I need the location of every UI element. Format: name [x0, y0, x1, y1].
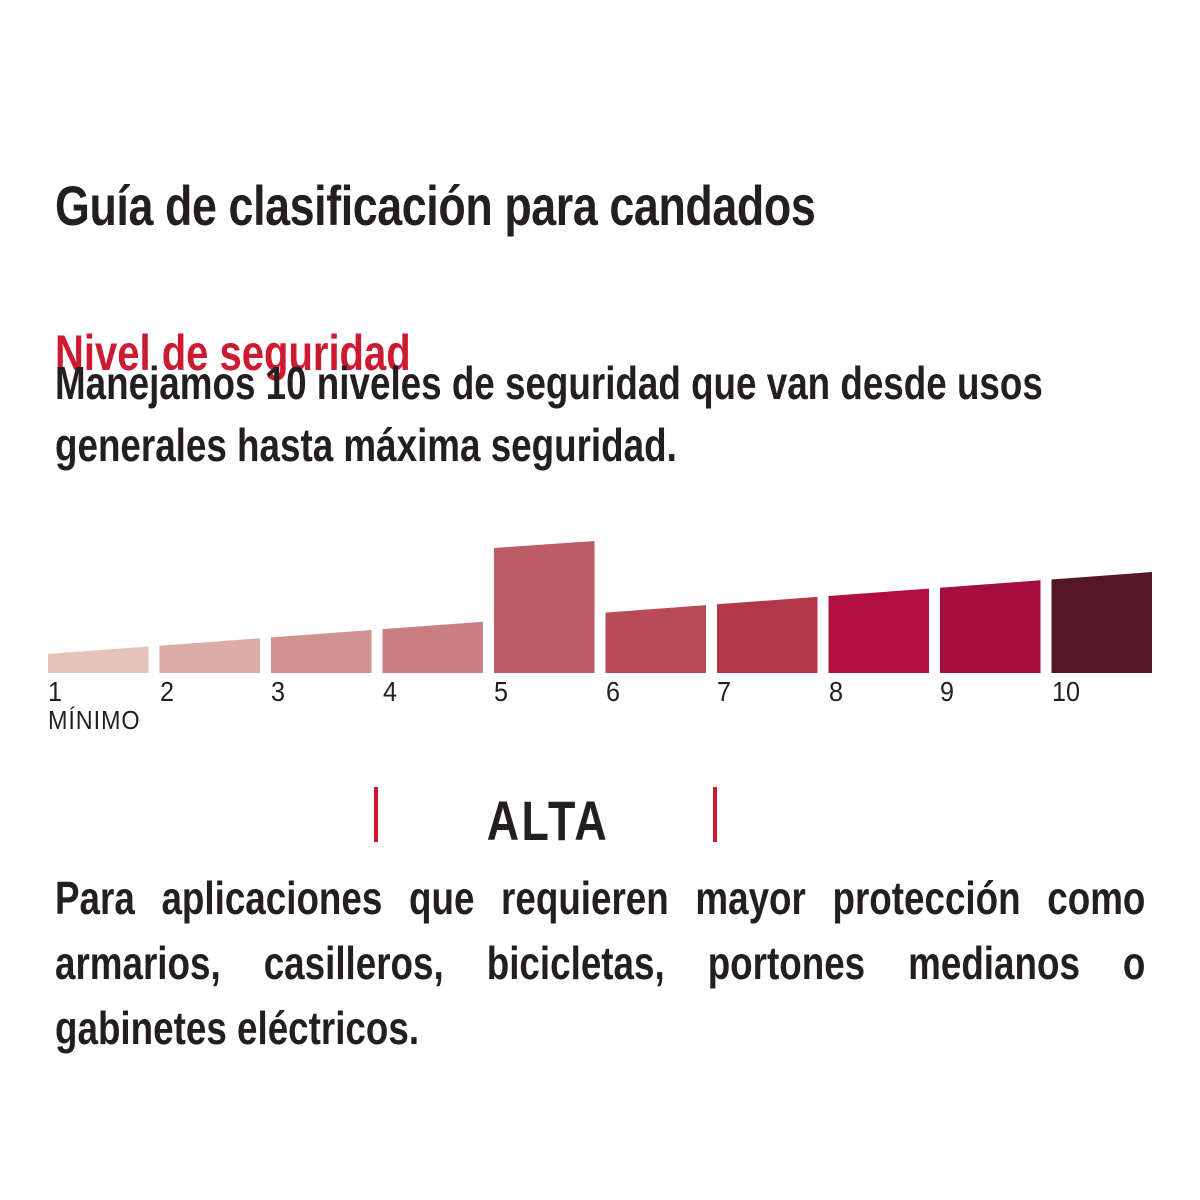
level-label-2: 2	[159, 676, 174, 707]
bar-segment-7	[717, 596, 818, 673]
bar-segment-1	[48, 646, 149, 673]
level-label-9: 9	[940, 676, 955, 707]
level-label-1: 1	[48, 676, 63, 707]
bar-segment-8	[828, 588, 929, 673]
level-label-6: 6	[605, 676, 620, 707]
description-line-1: Para aplicaciones que requieren mayor pr…	[55, 872, 1146, 924]
bar-segment-3	[271, 629, 372, 673]
level-label-5: 5	[494, 676, 509, 707]
level-label-4: 4	[382, 676, 397, 707]
intro-line-1: Manejamos 10 niveles de seguridad que va…	[55, 357, 1043, 409]
bar-segment-9	[940, 580, 1041, 673]
level-label-3: 3	[271, 676, 286, 707]
security-level-chart	[48, 541, 1152, 673]
bar-segment-6	[605, 605, 706, 673]
bar-segment-2	[159, 638, 260, 673]
section-heading: Nivel de seguridad	[55, 324, 411, 381]
description-line-2: armarios, casilleros, bicicletas, porton…	[55, 937, 1146, 989]
description-line-3: gabinetes eléctricos.	[55, 1002, 420, 1054]
level-label-8: 8	[828, 676, 843, 707]
intro-line-2: generales hasta máxima seguridad.	[55, 419, 677, 471]
bar-segment-4	[382, 621, 483, 673]
level-labels-row: 1 2 3 4 5 6 7 8 9 10	[0, 678, 1200, 708]
range-tick-right-icon	[713, 787, 717, 842]
level-label-7: 7	[717, 676, 732, 707]
bar-segment-10	[1051, 572, 1152, 673]
range-label: ALTA	[486, 789, 610, 852]
bar-segment-5	[494, 541, 595, 673]
range-tick-left-icon	[374, 787, 378, 842]
minimum-label: MÍNIMO	[48, 705, 141, 735]
level-label-10: 10	[1051, 676, 1080, 707]
description-paragraph: Para aplicaciones que requieren mayor pr…	[55, 866, 1145, 1061]
page-title: Guía de clasificación para candados	[55, 173, 816, 237]
intro-paragraph: Manejamos 10 niveles de seguridad que va…	[55, 352, 1145, 476]
